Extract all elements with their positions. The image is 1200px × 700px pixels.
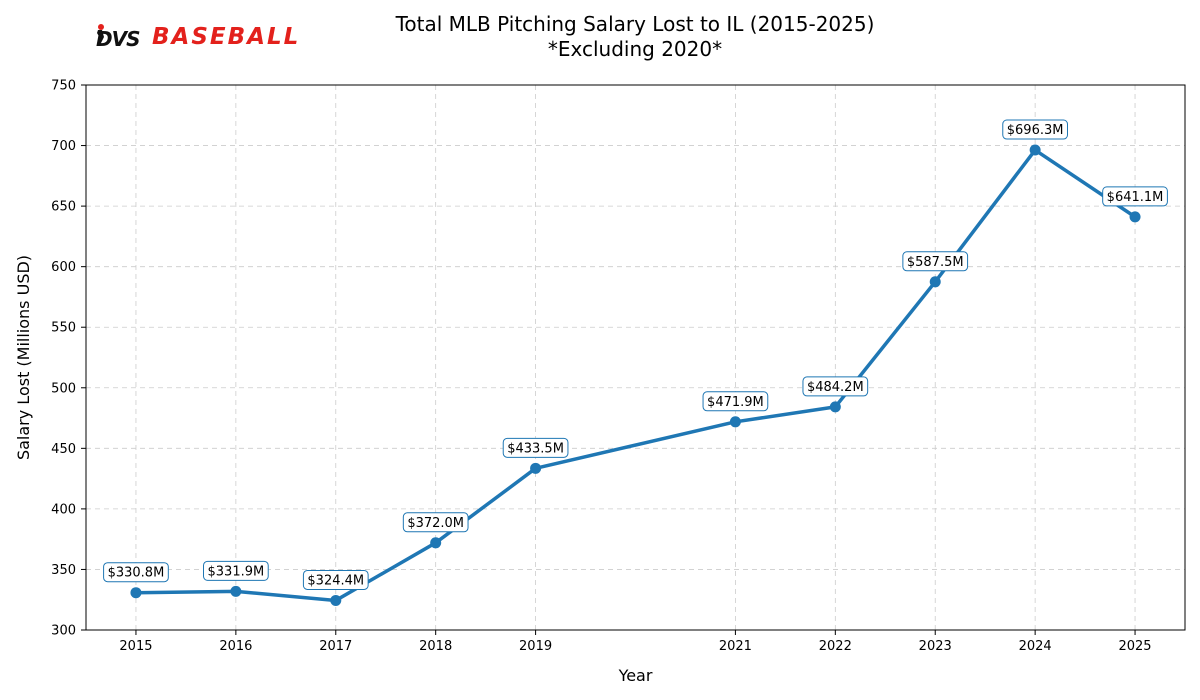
y-tick-label: 650: [51, 200, 76, 215]
data-label-text: $484.2M: [807, 380, 864, 395]
y-tick-label: 300: [51, 624, 76, 639]
data-label-box: [302, 569, 369, 590]
chart-title-block: Total MLB Pitching Salary Lost to IL (20…: [330, 12, 940, 62]
data-label-text: $587.5M: [907, 255, 964, 270]
chart-subtitle: *Excluding 2020*: [547, 37, 723, 61]
data-label-text: $331.9M: [208, 564, 265, 579]
y-axis-label: Salary Lost (Millions USD): [14, 255, 33, 460]
data-label: $331.9M: [203, 560, 269, 581]
data-label-box: [1002, 119, 1068, 140]
x-tick-label: 2016: [219, 639, 252, 654]
x-tick-label: 2024: [1019, 639, 1052, 654]
data-label: $641.1M: [1102, 186, 1168, 207]
data-label-text: $330.8M: [108, 566, 165, 581]
y-tick-label: 400: [51, 502, 76, 517]
data-label-text: $324.4M: [307, 573, 364, 588]
data-label-text: $372.0M: [407, 516, 464, 531]
axes: 2015 2016 2017 2018 2019 2021 2022 2023 2024 2025…: [51, 79, 1151, 655]
data-point: [230, 585, 242, 597]
grid: [86, 84, 1185, 631]
y-tick-label: 750: [51, 79, 76, 94]
y-tick-label: 450: [51, 442, 76, 457]
data-label: $696.3M: [1002, 119, 1068, 140]
data-label-box: [502, 437, 569, 458]
x-axis-label: Year: [618, 666, 653, 685]
data-point: [929, 276, 941, 288]
data-label-box: [203, 560, 269, 581]
data-point: [330, 594, 342, 606]
x-tick-label: 2022: [819, 639, 852, 654]
x-tick-label: 2015: [119, 639, 152, 654]
y-tick-label: 550: [51, 321, 76, 336]
data-label: $330.8M: [103, 562, 169, 583]
data-label-text: $471.9M: [707, 395, 764, 410]
x-tick-label: 2017: [319, 639, 352, 654]
data-labels: $330.8M $331.9M $324.4M $372.0M $433.5M $471.…: [103, 119, 1168, 590]
data-label: $324.4M: [302, 569, 369, 590]
x-tick-label: 2019: [519, 639, 552, 654]
data-label: $433.5M: [502, 437, 569, 458]
data-point: [1029, 144, 1041, 156]
series: [130, 144, 1141, 606]
data-label-text: $696.3M: [1007, 123, 1064, 138]
series-line: [135, 148, 1137, 603]
data-label: $372.0M: [402, 512, 469, 533]
data-label-box: [802, 376, 869, 397]
data-point: [729, 416, 741, 428]
data-label-text: $433.5M: [507, 441, 564, 456]
x-tick-label: 2025: [1118, 639, 1151, 654]
data-label-box: [103, 562, 169, 583]
data-label: $484.2M: [802, 376, 869, 397]
data-point: [430, 537, 442, 549]
x-tick-label: 2021: [719, 639, 752, 654]
data-label: $471.9M: [702, 391, 769, 412]
x-tick-label: 2023: [919, 639, 952, 654]
y-tick-label: 700: [51, 139, 76, 154]
x-tick-label: 2018: [419, 639, 452, 654]
data-label: $587.5M: [902, 251, 969, 272]
brand-mark: DVS: [96, 27, 140, 51]
data-label-box: [902, 251, 969, 272]
chart-title: Total MLB Pitching Salary Lost to IL (20…: [395, 12, 875, 36]
data-point: [130, 587, 142, 599]
data-label-text: $641.1M: [1107, 190, 1164, 205]
data-label-box: [1102, 186, 1168, 207]
data-label-box: [702, 391, 769, 412]
data-point: [829, 401, 841, 413]
data-label-box: [402, 512, 469, 533]
pitcher-silhouette-icon: DVS: [92, 23, 150, 51]
brand-name: BASEBALL: [152, 24, 301, 50]
brand-logo: DVS BASEBALL: [92, 20, 300, 54]
data-point: [530, 462, 542, 474]
y-tick-label: 500: [51, 381, 76, 396]
data-point: [1129, 211, 1141, 223]
y-tick-label: 600: [51, 260, 76, 275]
plot-frame: [85, 84, 1186, 631]
y-tick-label: 350: [51, 563, 76, 578]
